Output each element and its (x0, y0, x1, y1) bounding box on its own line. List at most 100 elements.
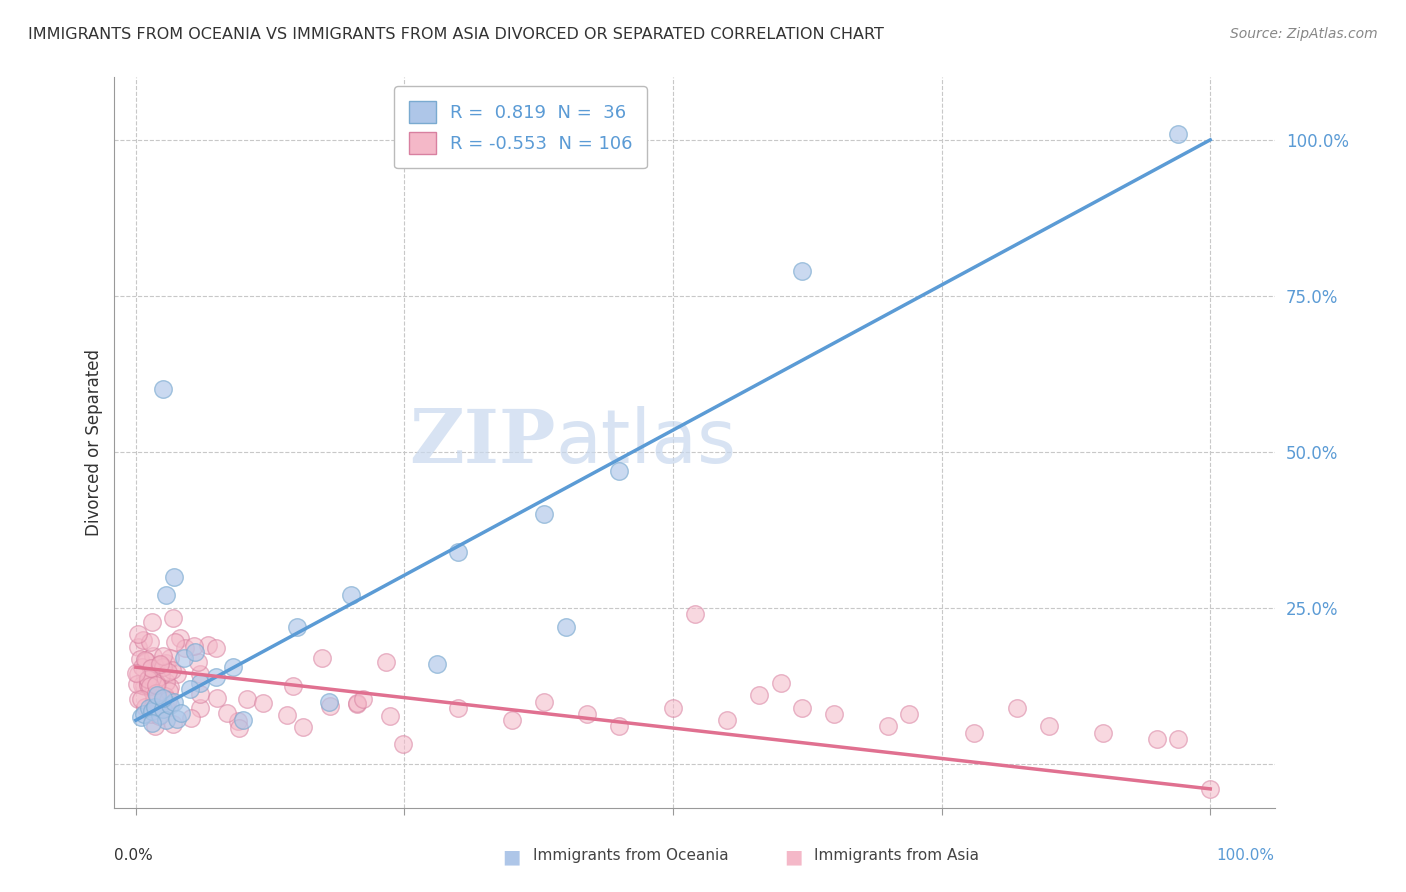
Point (179, 681, 201, 696)
Point (155, 701, 177, 715)
Point (134, 680, 156, 694)
Point (166, 712, 188, 726)
Point (149, 669, 172, 683)
Point (149, 657, 172, 671)
Point (143, 699, 166, 714)
Point (159, 698, 181, 712)
Point (190, 675, 212, 690)
Point (155, 589, 177, 603)
Point (426, 657, 449, 671)
Point (141, 671, 163, 685)
Point (152, 691, 174, 706)
Point (183, 639, 205, 653)
Point (143, 719, 166, 733)
Point (131, 659, 153, 673)
Text: 0.0%: 0.0% (114, 847, 153, 863)
Point (221, 660, 243, 674)
Point (162, 717, 184, 731)
Point (790, 264, 813, 278)
Point (188, 687, 211, 701)
Point (146, 677, 169, 691)
Point (318, 699, 340, 714)
Point (716, 713, 738, 727)
Point (232, 713, 254, 727)
Text: ■: ■ (502, 847, 522, 867)
Point (188, 666, 211, 681)
Point (142, 648, 165, 663)
Point (683, 607, 706, 622)
Point (1146, 731, 1168, 746)
Point (447, 700, 470, 714)
Point (173, 641, 195, 656)
Point (205, 669, 228, 683)
Text: ZIP: ZIP (409, 406, 555, 479)
Point (155, 656, 177, 670)
Point (1038, 719, 1060, 733)
Point (554, 620, 576, 634)
Y-axis label: Divorced or Separated: Divorced or Separated (86, 349, 103, 536)
Point (136, 678, 159, 692)
Point (173, 650, 195, 665)
Point (162, 570, 184, 584)
Point (141, 615, 163, 629)
Point (159, 650, 181, 665)
Point (145, 658, 167, 673)
Point (129, 710, 152, 724)
Point (501, 713, 523, 727)
Point (145, 678, 167, 692)
Point (162, 610, 184, 624)
Point (609, 719, 631, 733)
Point (311, 650, 333, 665)
Point (141, 716, 163, 731)
Point (145, 685, 167, 699)
Point (159, 681, 181, 695)
Point (823, 706, 845, 721)
Point (134, 700, 156, 714)
Point (187, 656, 209, 670)
Point (136, 673, 159, 687)
Point (153, 689, 176, 703)
Point (205, 690, 228, 705)
Point (748, 688, 770, 702)
Point (1167, 127, 1189, 141)
Point (125, 665, 148, 680)
Point (148, 708, 170, 723)
Point (134, 653, 156, 667)
Point (169, 631, 191, 645)
Point (148, 657, 170, 672)
Text: Immigrants from Asia: Immigrants from Asia (814, 847, 979, 863)
Point (228, 714, 250, 729)
Point (143, 694, 166, 708)
Point (184, 644, 207, 658)
Point (127, 692, 149, 706)
Point (152, 702, 174, 716)
Point (963, 725, 986, 739)
Point (346, 697, 368, 711)
Point (252, 696, 274, 710)
Point (141, 674, 163, 689)
Point (162, 694, 184, 708)
Point (215, 706, 238, 720)
Point (125, 676, 148, 690)
Point (146, 688, 169, 702)
Text: atlas: atlas (555, 406, 737, 479)
Point (139, 635, 162, 649)
Point (447, 545, 470, 559)
Point (138, 700, 160, 714)
Point (134, 706, 156, 721)
Text: 100.0%: 100.0% (1216, 847, 1275, 863)
Point (292, 720, 315, 734)
Point (166, 666, 188, 681)
Point (898, 706, 921, 721)
Point (877, 719, 900, 733)
Point (165, 635, 187, 649)
Point (662, 700, 685, 714)
Point (152, 660, 174, 674)
Point (143, 673, 166, 688)
Point (276, 708, 298, 723)
Point (533, 508, 555, 522)
Point (1199, 781, 1222, 796)
Point (235, 691, 257, 706)
Point (155, 674, 177, 689)
Point (375, 655, 398, 669)
